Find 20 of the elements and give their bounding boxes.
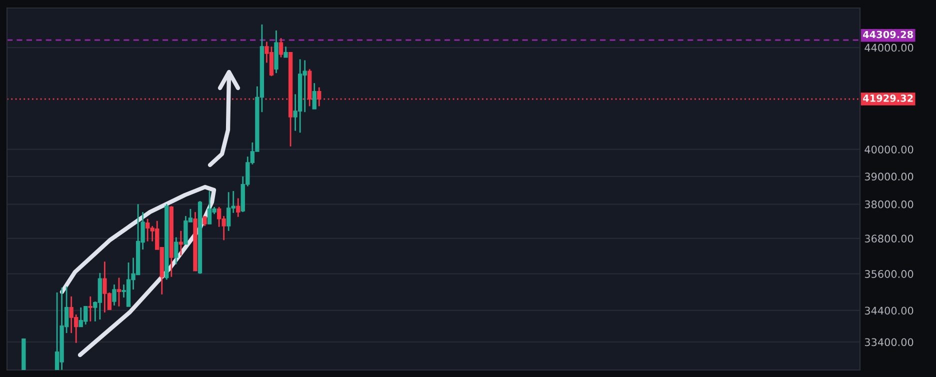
y-tick-label: 39000.00	[864, 172, 914, 181]
candlestick	[278, 37, 284, 58]
candlestick	[116, 277, 122, 308]
y-tick-label: 44000.00	[864, 44, 914, 52]
candlestick	[112, 284, 116, 306]
y-tick-label: 40000.00	[864, 146, 914, 154]
y-tick-label: 36800.00	[864, 234, 914, 243]
candlestick	[284, 46, 288, 58]
candlestick	[88, 296, 92, 322]
candlestick	[202, 215, 207, 227]
y-tick-label: 38000.00	[864, 200, 914, 208]
y-tick-label: 35600.00	[864, 270, 914, 278]
y-tick-label: 34400.00	[864, 306, 914, 315]
candlestick	[317, 86, 322, 107]
candlestick	[312, 82, 316, 110]
ref-line-label: 44309.28	[862, 30, 913, 38]
ref-line-label: 41929.32	[862, 94, 913, 102]
candlestick	[236, 198, 240, 218]
y-tick-label: 33400.00	[864, 338, 914, 346]
candlestick	[174, 236, 178, 265]
